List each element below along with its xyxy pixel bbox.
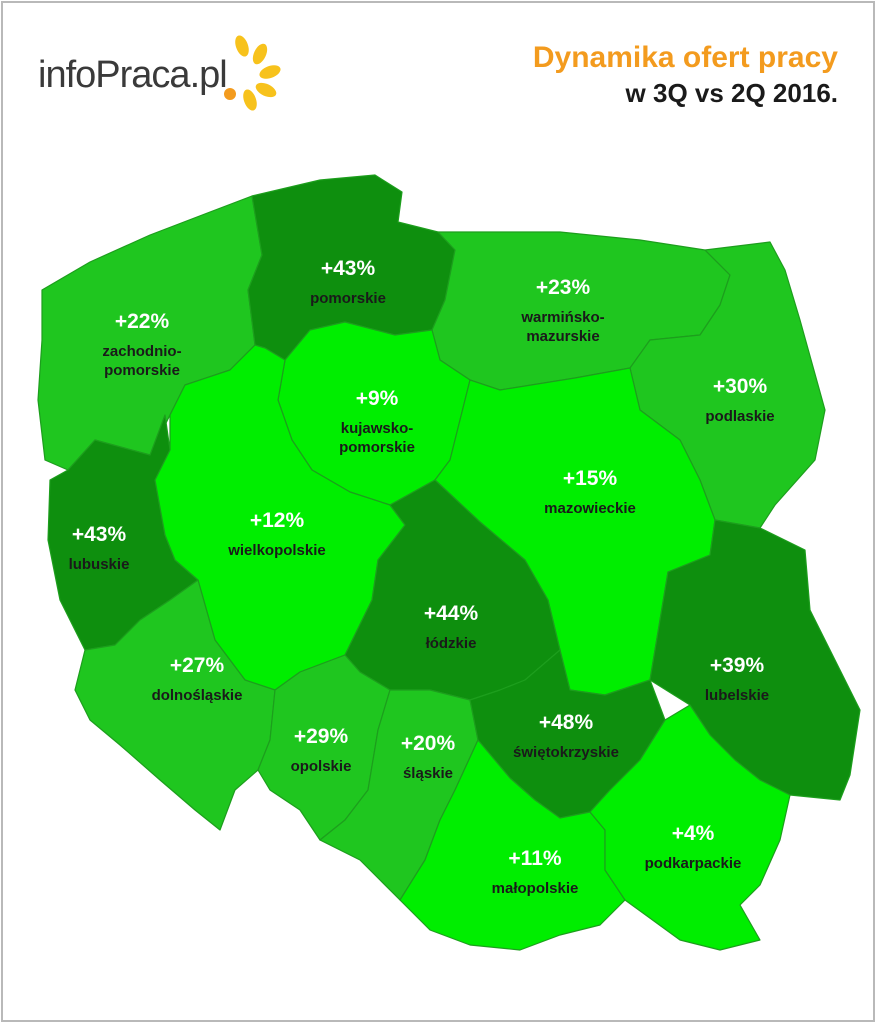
region-value-lubelskie: +39%	[710, 654, 765, 677]
logo-text-info: info	[38, 54, 96, 96]
region-value-warminsko-mazurskie: +23%	[536, 276, 591, 299]
region-label-opolskie: +29% opolskie	[291, 725, 352, 775]
region-name-warminsko-mazurskie: warmińsko-	[520, 309, 604, 326]
region-name-pomorskie: pomorskie	[310, 290, 386, 307]
region-label-lodzkie: +44% łódzkie	[424, 602, 479, 652]
region-label-kujawsko-pomorskie: +9% kujawsko-pomorskie	[339, 387, 415, 456]
region-value-swietokrzyskie: +48%	[539, 711, 594, 734]
region-label-malopolskie: +11% małopolskie	[492, 847, 579, 897]
region-name-swietokrzyskie: świętokrzyskie	[513, 744, 619, 761]
region-label-podkarpackie: +4% podkarpackie	[645, 822, 742, 872]
region-value-opolskie: +29%	[294, 725, 349, 748]
region-label-lubelskie: +39% lubelskie	[705, 654, 769, 704]
region-value-podlaskie: +30%	[713, 375, 768, 398]
region-name-zachodniopomorskie: zachodnio-	[102, 343, 181, 360]
region-value-slaskie: +20%	[401, 732, 456, 755]
region-name-lubuskie: lubuskie	[69, 556, 130, 573]
region-label-wielkopolskie: +12% wielkopolskie	[227, 509, 326, 559]
logo-text-suffix: .pl	[189, 54, 228, 96]
region-name-slaskie: śląskie	[403, 765, 453, 782]
region-label-slaskie: +20% śląskie	[401, 732, 456, 782]
region-malopolskie[interactable]	[399, 739, 626, 951]
region-label-zachodniopomorskie: +22% zachodnio-pomorskie	[102, 310, 181, 379]
region-name-lubelskie: lubelskie	[705, 687, 769, 704]
region-name-kujawsko-pomorskie: kujawsko-	[341, 420, 414, 437]
region-name-zachodniopomorskie: pomorskie	[104, 362, 180, 379]
region-label-swietokrzyskie: +48% świętokrzyskie	[513, 711, 619, 761]
region-value-dolnoslaskie: +27%	[170, 654, 225, 677]
region-value-zachodniopomorskie: +22%	[115, 310, 170, 333]
region-label-dolnoslaskie: +27% dolnośląskie	[152, 654, 243, 704]
region-label-warminsko-mazurskie: +23% warmińsko-mazurskie	[520, 276, 604, 345]
region-label-podlaskie: +30% podlaskie	[705, 375, 774, 425]
region-name-malopolskie: małopolskie	[492, 880, 579, 897]
logo-wordmark: infoPraca.pl	[38, 54, 228, 97]
regions-layer	[37, 174, 861, 951]
region-value-wielkopolskie: +12%	[250, 509, 305, 532]
logo-text-praca: Praca	[95, 54, 190, 96]
region-name-mazowieckie: mazowieckie	[544, 500, 636, 517]
region-label-mazowieckie: +15% mazowieckie	[544, 467, 636, 517]
region-value-lodzkie: +44%	[424, 602, 479, 625]
region-value-lubuskie: +43%	[72, 523, 127, 546]
region-name-lodzkie: łódzkie	[426, 635, 477, 652]
region-name-warminsko-mazurskie: mazurskie	[526, 328, 599, 345]
infographic-title: Dynamika ofert pracy w 3Q vs 2Q 2016.	[533, 40, 838, 110]
region-name-dolnoslaskie: dolnośląskie	[152, 687, 243, 704]
region-value-podkarpackie: +4%	[672, 822, 715, 845]
region-label-lubuskie: +43% lubuskie	[69, 523, 130, 573]
labels-layer: +22% zachodnio-pomorskie +43% pomorskie +23%…	[69, 257, 775, 897]
infopraca-logo: infoPraca.pl	[38, 34, 281, 124]
region-value-mazowieckie: +15%	[563, 467, 618, 490]
region-name-podlaskie: podlaskie	[705, 408, 774, 425]
region-podkarpackie[interactable]	[589, 704, 791, 951]
title-period: w 3Q vs 2Q 2016.	[625, 78, 838, 108]
region-label-pomorskie: +43% pomorskie	[310, 257, 386, 307]
region-value-malopolskie: +11%	[508, 847, 561, 870]
region-name-kujawsko-pomorskie: pomorskie	[339, 439, 415, 456]
region-name-opolskie: opolskie	[291, 758, 352, 775]
region-value-kujawsko-pomorskie: +9%	[356, 387, 399, 410]
sun-icon	[224, 35, 281, 111]
region-name-wielkopolskie: wielkopolskie	[227, 542, 326, 559]
region-value-pomorskie: +43%	[321, 257, 376, 280]
title-main: Dynamika ofert pracy	[532, 41, 838, 74]
region-name-podkarpackie: podkarpackie	[645, 855, 742, 872]
